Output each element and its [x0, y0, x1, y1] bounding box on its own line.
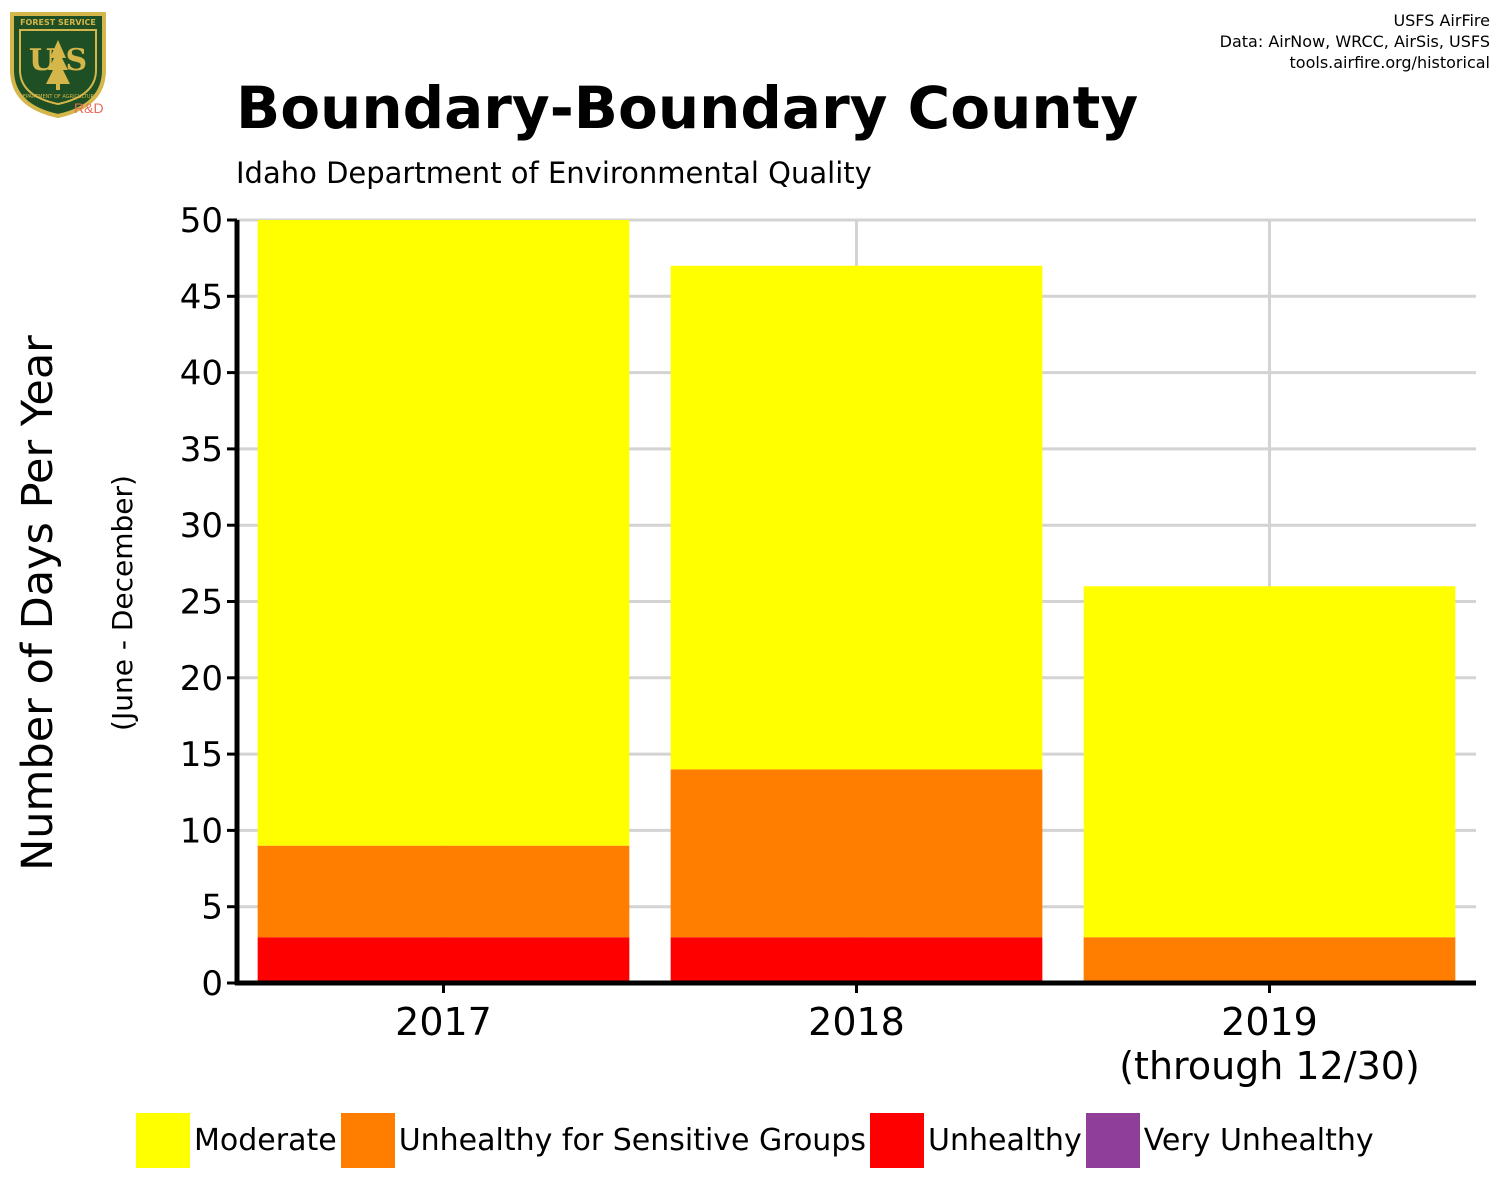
y-tick-label: 50	[180, 201, 223, 241]
logo-bottom-text: DEPARTMENT OF AGRICULTURE	[19, 94, 97, 100]
legend-item: Very Unhealthy	[1085, 1113, 1374, 1168]
y-tick-label: 30	[180, 506, 223, 546]
bar-layer	[257, 220, 1456, 983]
bar-segment-unhealthy	[670, 937, 1043, 983]
chart-title: Boundary-Boundary County	[236, 74, 1139, 142]
legend-swatch	[870, 1113, 924, 1168]
y-tick-label: 10	[180, 811, 223, 851]
legend: Moderate Unhealthy for Sensitive Groups Un…	[136, 1113, 1378, 1168]
bar-segment-moderate	[1083, 586, 1456, 938]
x-tick-sublabel: (through 12/30)	[1119, 1044, 1420, 1088]
bar-segment-unhealthy	[257, 937, 630, 983]
y-tick-label: 5	[201, 888, 223, 928]
legend-item: Unhealthy for Sensitive Groups	[340, 1113, 866, 1168]
chart-subtitle: Idaho Department of Environmental Qualit…	[236, 156, 872, 190]
bar-segment-moderate	[670, 265, 1043, 770]
y-tick-label: 45	[180, 277, 223, 317]
label-layer: 0 5 10 15 20 25 30 35 40 45 50 2017 2018 2019(through…	[13, 201, 1420, 1088]
legend-item: Moderate	[136, 1113, 337, 1168]
y-tick-label: 40	[180, 354, 223, 394]
bar-segment-unhealthy-for-sensitive-groups	[257, 845, 630, 938]
credits: USFS AirFire Data: AirNow, WRCC, AirSis,…	[1220, 10, 1490, 73]
credit-line: USFS AirFire	[1393, 11, 1490, 30]
x-tick-label: 2017	[395, 1000, 492, 1044]
axis-layer	[227, 218, 1476, 993]
bar-segment-moderate	[257, 220, 630, 846]
legend-label: Unhealthy for Sensitive Groups	[398, 1123, 866, 1158]
bar-segment-unhealthy-for-sensitive-groups	[670, 769, 1043, 938]
usfs-shield-logo-icon: FOREST SERVICE U S DEPARTMENT OF AGRICUL…	[6, 8, 110, 120]
y-tick-label: 15	[180, 735, 223, 775]
y-axis-label: Number of Days Per Year	[13, 335, 63, 871]
x-tick-label: 2018	[808, 1000, 905, 1044]
x-tick-label: 2019	[1221, 1000, 1318, 1044]
legend-label: Very Unhealthy	[1143, 1123, 1374, 1158]
legend-label: Unhealthy	[928, 1123, 1082, 1158]
logo-top-text: FOREST SERVICE	[20, 18, 96, 27]
y-tick-label: 35	[180, 430, 223, 470]
logo-badge: R&D	[74, 100, 104, 116]
y-axis-sublabel: (June - December)	[106, 475, 139, 731]
legend-swatch	[136, 1113, 190, 1168]
credit-line: tools.airfire.org/historical	[1289, 53, 1490, 72]
bar-segment-unhealthy-for-sensitive-groups	[1083, 937, 1456, 983]
legend-swatch	[1085, 1113, 1140, 1168]
y-tick-label: 20	[180, 659, 223, 699]
y-tick-label: 0	[201, 964, 223, 1004]
credit-line: Data: AirNow, WRCC, AirSis, USFS	[1219, 32, 1490, 51]
legend-label: Moderate	[194, 1123, 337, 1158]
legend-item: Unhealthy	[870, 1113, 1082, 1168]
y-tick-label: 25	[180, 583, 223, 623]
legend-swatch	[340, 1113, 395, 1168]
